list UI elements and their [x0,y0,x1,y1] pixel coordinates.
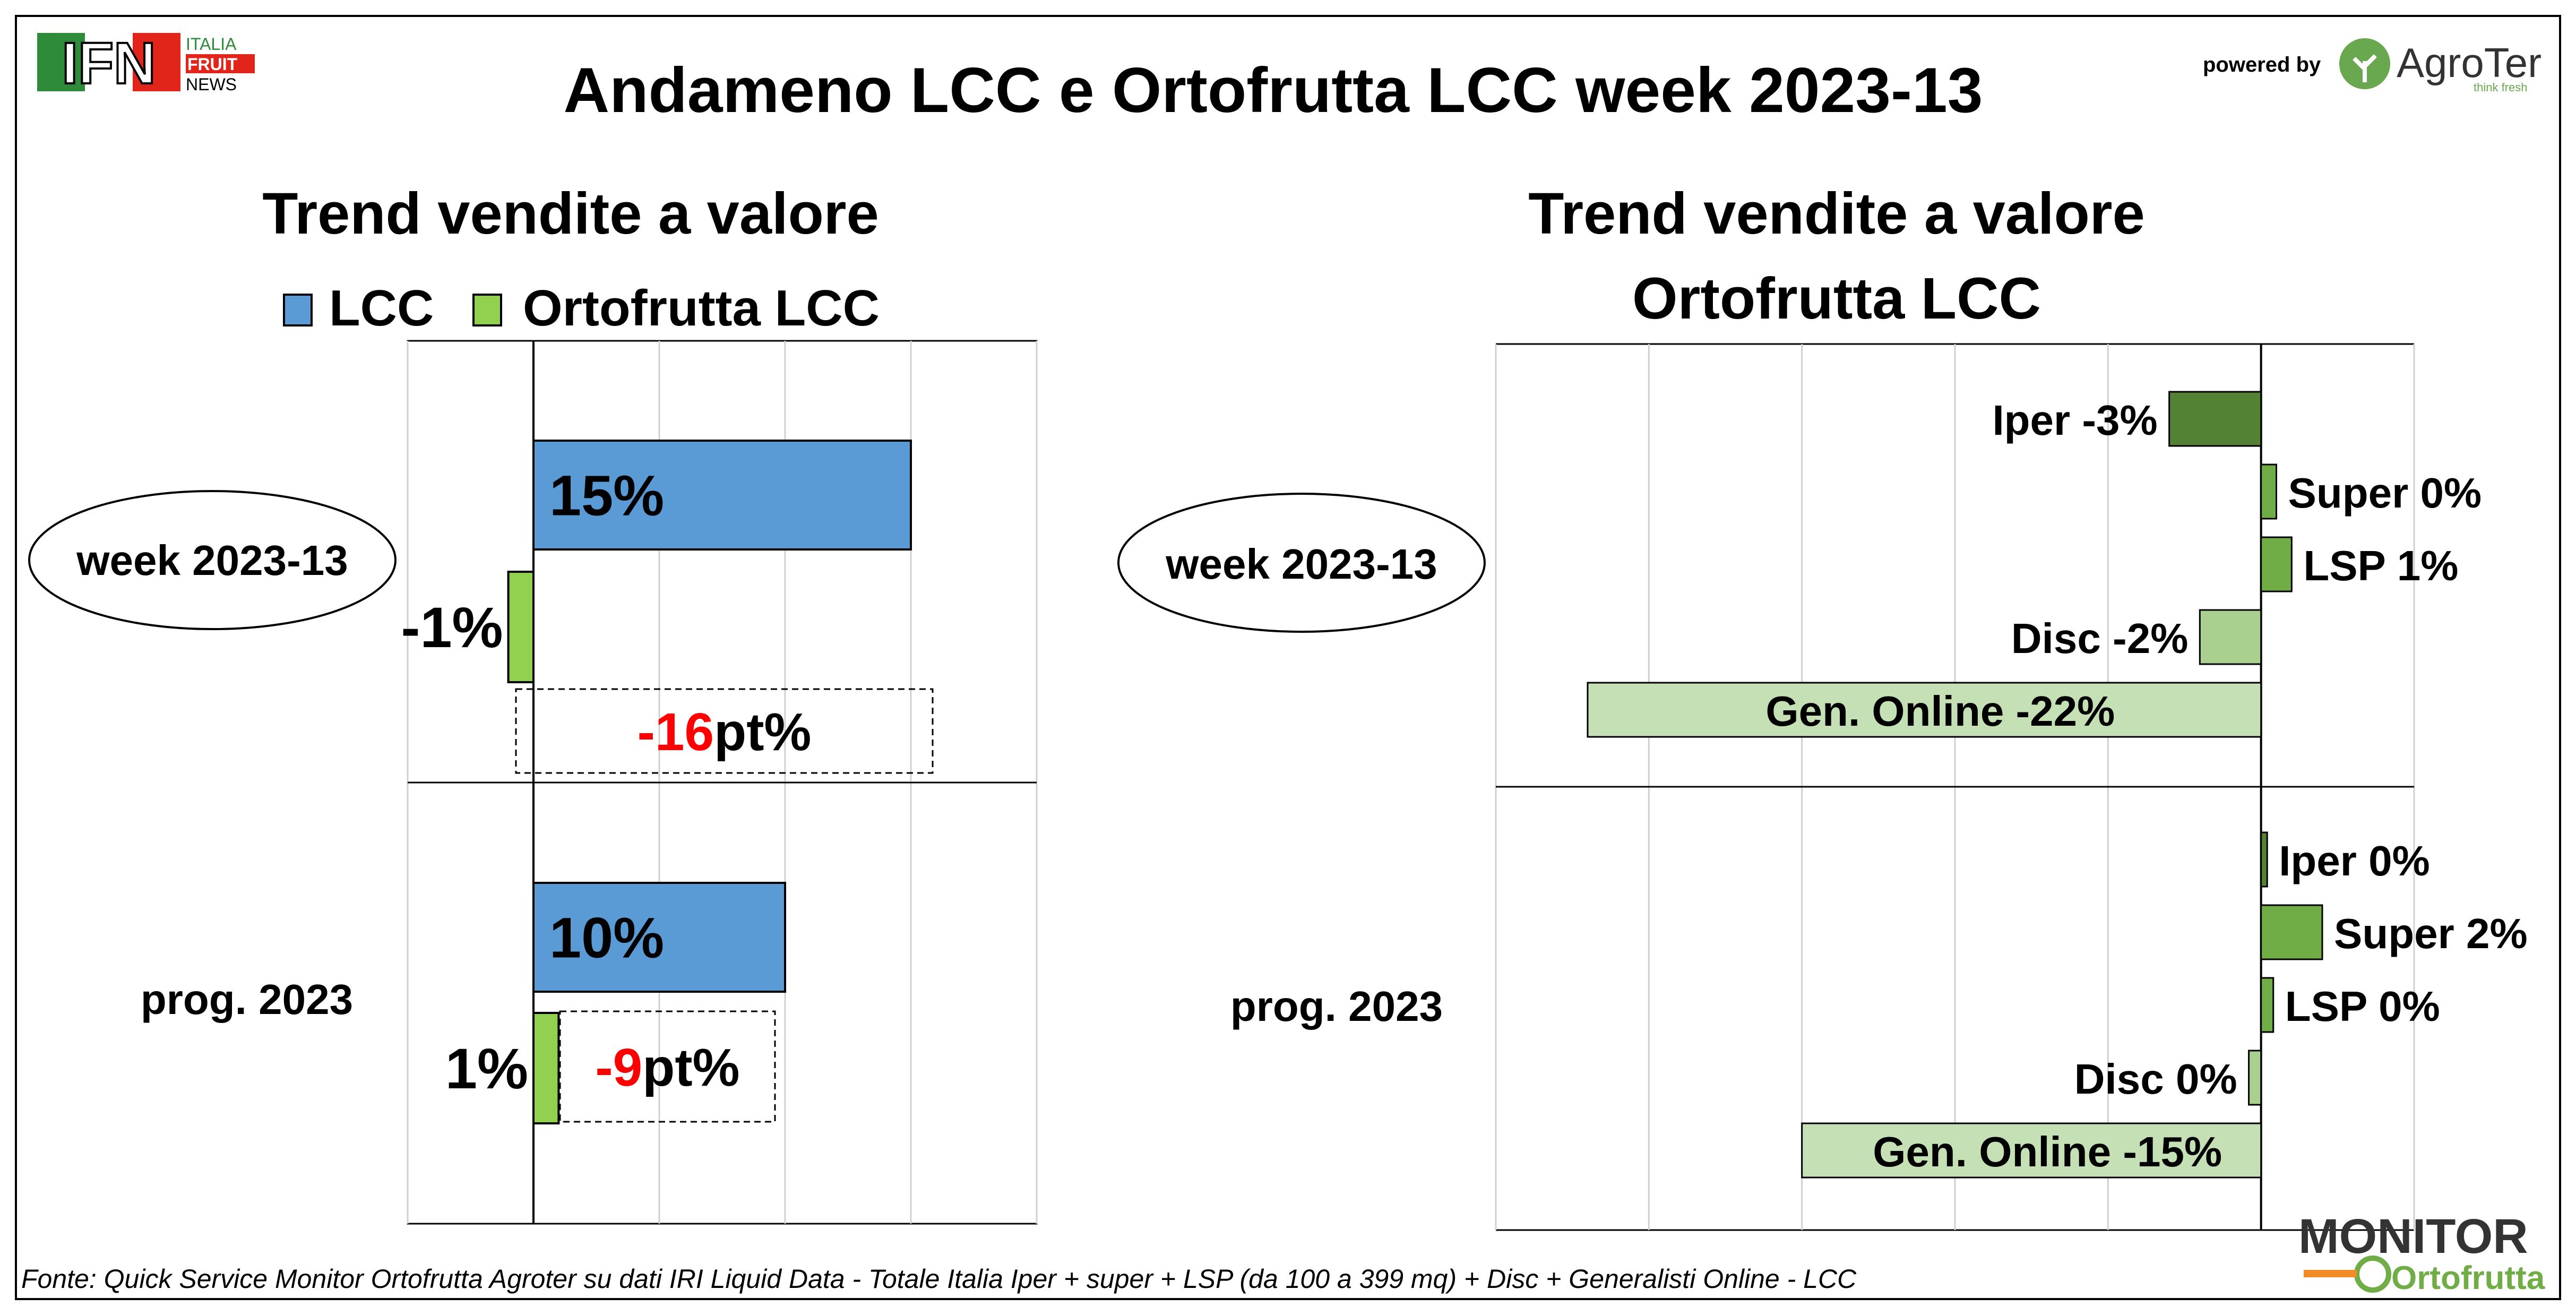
legend-label-lcc: LCC [329,280,434,337]
delta-value: -9 [595,1038,642,1097]
legend-label-ortofrutta: Ortofrutta LCC [523,280,880,337]
bar-super [2260,904,2323,960]
category-label: prog. 2023 [1230,983,1443,1030]
bar-iper [2168,391,2262,447]
bar-lsp [2260,536,2293,592]
ifn-logo-line2: FRUIT [187,55,238,74]
category-label: prog. 2023 [141,976,353,1023]
bar-ortofrutta [532,1012,560,1124]
italia-fruit-news-logo: IFN ITALIA FRUIT NEWS [37,33,255,97]
bar-disc [2248,1050,2262,1106]
monitor-logo-line2: Ortofrutta [2391,1260,2545,1295]
right-chart-title-line2: Ortofrutta LCC [1632,266,2041,331]
left-chart-legend: LCC Ortofrutta LCC [283,280,880,337]
monitor-ortofrutta-logo: MONITOR Ortofrutta [2298,1210,2545,1295]
right-chart-title: Trend vendite a valore [1528,181,2145,246]
bar-label: Iper -3% [1992,397,2157,444]
monitor-logo-line1: MONITOR [2298,1210,2528,1264]
bar-label: Super 0% [2288,469,2482,517]
figure-frame [15,15,2561,1300]
ifn-logo-line1: ITALIA [186,35,237,54]
right-chart-bars [1587,391,2323,1179]
bar-label-ortofrutta: 1% [445,1036,528,1101]
legend-swatch-lcc [283,294,313,326]
delta-box [515,688,934,774]
agroter-logo-name: AgroTer [2397,39,2541,86]
left-chart-bars [507,440,934,1124]
category-label-oval [28,490,397,630]
ifn-logo-line3: NEWS [186,75,237,94]
bar-ortofrutta [507,571,535,683]
bar-label: Iper 0% [2279,837,2430,884]
bar-label: Super 2% [2334,910,2528,957]
bar-label: LSP 1% [2303,542,2458,589]
agroter-logo-tagline: think fresh [2474,81,2528,94]
category-label: week 2023-13 [76,537,348,584]
source-footnote: Fonte: Quick Service Monitor Ortofrutta … [21,1264,1857,1294]
ifn-logo-text: IFN [62,33,156,96]
legend-swatch-ortofrutta [472,294,502,326]
bar-label-lcc: 10% [549,906,664,970]
delta-unit: pt% [714,702,811,762]
bar-label: Gen. Online -15% [1873,1128,2222,1175]
delta-box [559,1010,776,1123]
delta-value: -16 [637,702,714,762]
delta-unit: pt% [642,1038,739,1097]
bar-label: Disc -2% [2011,615,2188,662]
bar-disc [2199,609,2262,665]
bar-lcc [532,882,786,993]
bar-label: Disc 0% [2074,1055,2237,1103]
bar-super [2260,463,2277,520]
powered-by-label: powered by [2203,53,2321,76]
bar-iper [2260,831,2268,888]
bar-gen-online [1801,1122,2262,1179]
bar-lsp [2260,977,2275,1033]
page-title: Andameno LCC e Ortofrutta LCC week 2023-… [563,55,1983,126]
category-label: week 2023-13 [1165,540,1437,588]
bar-gen-online [1587,682,2262,738]
bar-lcc [532,440,912,551]
delta-label: -16pt% [637,702,812,762]
bar-label-lcc: 15% [549,463,664,528]
bar-label: LSP 0% [2285,983,2440,1030]
category-label-oval [1117,493,1486,633]
agroter-logo: AgroTer think fresh [2339,38,2541,94]
bar-label-ortofrutta: -1% [401,595,503,659]
right-chart-labels: week 2023-13 prog. 2023 Iper -3% Super 0% LS… [1117,397,2528,1175]
left-chart-title: Trend vendite a valore [262,181,879,246]
bar-label: Gen. Online -22% [1765,687,2115,735]
delta-label: -9pt% [595,1038,739,1097]
